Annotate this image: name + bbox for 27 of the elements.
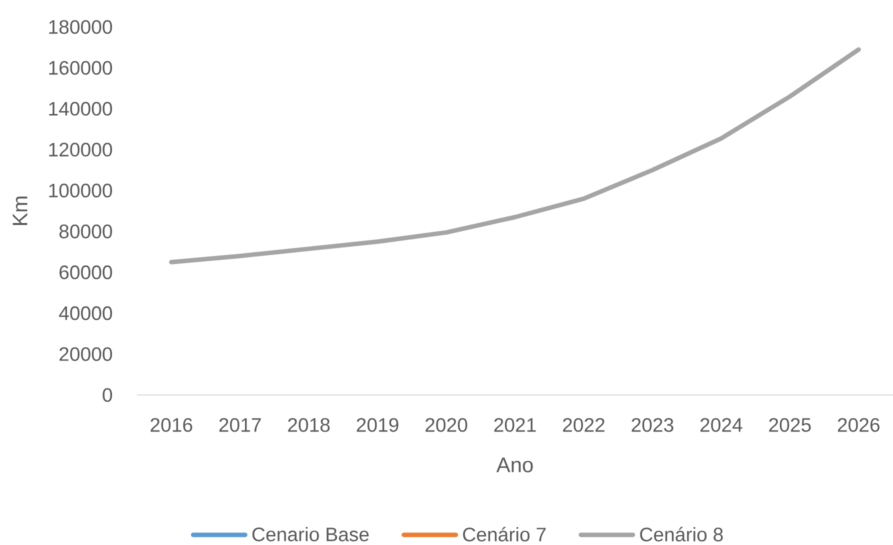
- y-tick-label: 180000: [49, 20, 112, 34]
- x-tick-label: 2016: [150, 418, 192, 432]
- legend-label: Cenário 8: [640, 526, 723, 542]
- y-tick-label: 140000: [49, 102, 112, 116]
- x-tick-label: 2021: [494, 418, 536, 432]
- x-tick-label: 2024: [700, 418, 742, 432]
- line-series: [169, 47, 861, 264]
- x-tick-label: 2017: [219, 418, 261, 432]
- y-tick-label: 100000: [49, 184, 112, 198]
- x-tick-label: 2026: [838, 418, 880, 432]
- y-tick-label: 160000: [49, 60, 112, 75]
- x-tick-label: 2020: [426, 418, 468, 432]
- x-axis-title: Ano: [496, 458, 533, 472]
- y-tick-label: 40000: [59, 306, 112, 320]
- legend-label: Cenário 7: [463, 526, 546, 542]
- x-tick-label: 2018: [288, 418, 330, 432]
- y-axis-title: Km: [12, 196, 28, 226]
- y-tick-label: 60000: [60, 265, 112, 280]
- x-tick-label: 2019: [356, 418, 398, 432]
- y-tick-label: 20000: [60, 347, 112, 361]
- x-tick-label: 2025: [769, 418, 811, 432]
- legend-label: Cenario Base: [252, 527, 369, 542]
- y-tick-label: 80000: [59, 224, 112, 238]
- x-tick-label: 2022: [563, 418, 604, 432]
- y-tick-label: 0: [102, 388, 112, 402]
- y-tick-label: 120000: [49, 142, 112, 157]
- x-tick-label: 2023: [632, 418, 674, 432]
